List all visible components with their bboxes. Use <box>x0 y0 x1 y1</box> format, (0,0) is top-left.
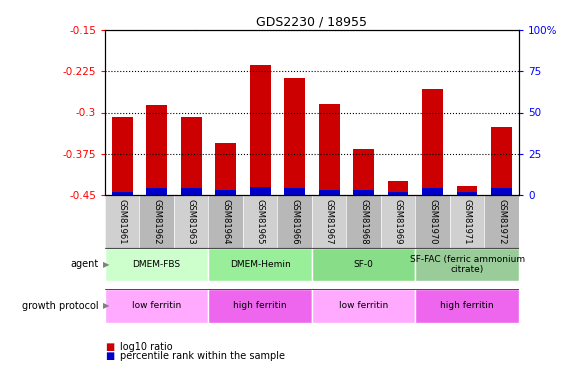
Text: low ferritin: low ferritin <box>339 301 388 310</box>
Bar <box>353 190 374 195</box>
Bar <box>278 195 312 248</box>
Bar <box>415 289 519 322</box>
Bar <box>146 188 167 195</box>
Bar <box>105 289 208 322</box>
Bar <box>146 105 167 195</box>
Bar <box>285 188 305 195</box>
Bar <box>312 248 415 281</box>
Text: DMEM-Hemin: DMEM-Hemin <box>230 260 290 269</box>
Text: GSM81969: GSM81969 <box>394 199 403 245</box>
Text: ▶: ▶ <box>103 301 110 310</box>
Bar <box>112 117 132 195</box>
Text: GSM81967: GSM81967 <box>325 199 333 245</box>
Text: GSM81972: GSM81972 <box>497 199 506 245</box>
Text: ▶: ▶ <box>103 260 110 269</box>
Bar <box>491 127 512 195</box>
Bar <box>312 289 415 322</box>
Bar <box>112 192 132 195</box>
Text: GSM81964: GSM81964 <box>221 199 230 245</box>
Text: GSM81963: GSM81963 <box>187 199 196 245</box>
Bar <box>422 89 443 195</box>
Text: ■: ■ <box>105 342 114 352</box>
Text: GSM81965: GSM81965 <box>256 199 265 245</box>
Text: percentile rank within the sample: percentile rank within the sample <box>120 351 285 361</box>
Bar <box>312 195 346 248</box>
Text: GSM81966: GSM81966 <box>290 199 299 245</box>
Bar <box>353 149 374 195</box>
Text: DMEM-FBS: DMEM-FBS <box>132 260 181 269</box>
Bar <box>346 195 381 248</box>
Bar <box>243 195 278 248</box>
Bar <box>415 195 450 248</box>
Text: GSM81962: GSM81962 <box>152 199 161 245</box>
Text: SF-0: SF-0 <box>354 260 374 269</box>
Bar <box>209 195 243 248</box>
Text: high ferritin: high ferritin <box>233 301 287 310</box>
Bar <box>456 186 477 195</box>
Bar <box>215 190 236 195</box>
Text: GSM81968: GSM81968 <box>359 199 368 245</box>
Bar <box>209 248 312 281</box>
Bar <box>388 192 409 195</box>
Text: agent: agent <box>71 260 99 269</box>
Title: GDS2230 / 18955: GDS2230 / 18955 <box>257 16 367 29</box>
Bar <box>319 190 339 195</box>
Bar <box>250 64 271 195</box>
Text: low ferritin: low ferritin <box>132 301 181 310</box>
Text: ■: ■ <box>105 351 114 361</box>
Bar <box>381 195 415 248</box>
Bar <box>285 78 305 195</box>
Bar <box>456 192 477 195</box>
Text: high ferritin: high ferritin <box>440 301 494 310</box>
Text: GSM81970: GSM81970 <box>428 199 437 245</box>
Bar <box>450 195 484 248</box>
Bar <box>388 181 409 195</box>
Bar <box>209 289 312 322</box>
Bar <box>250 187 271 195</box>
Bar <box>215 143 236 195</box>
Bar <box>319 104 339 195</box>
Bar <box>105 195 139 248</box>
Text: GSM81961: GSM81961 <box>118 199 127 245</box>
Text: GSM81971: GSM81971 <box>463 199 472 245</box>
Bar <box>174 195 208 248</box>
Bar <box>181 188 202 195</box>
Bar <box>415 248 519 281</box>
Bar <box>491 188 512 195</box>
Bar <box>139 195 174 248</box>
Text: log10 ratio: log10 ratio <box>120 342 172 352</box>
Text: SF-FAC (ferric ammonium
citrate): SF-FAC (ferric ammonium citrate) <box>410 255 525 274</box>
Bar <box>422 188 443 195</box>
Bar <box>105 248 208 281</box>
Bar <box>181 117 202 195</box>
Text: growth protocol: growth protocol <box>23 301 99 310</box>
Bar <box>484 195 519 248</box>
